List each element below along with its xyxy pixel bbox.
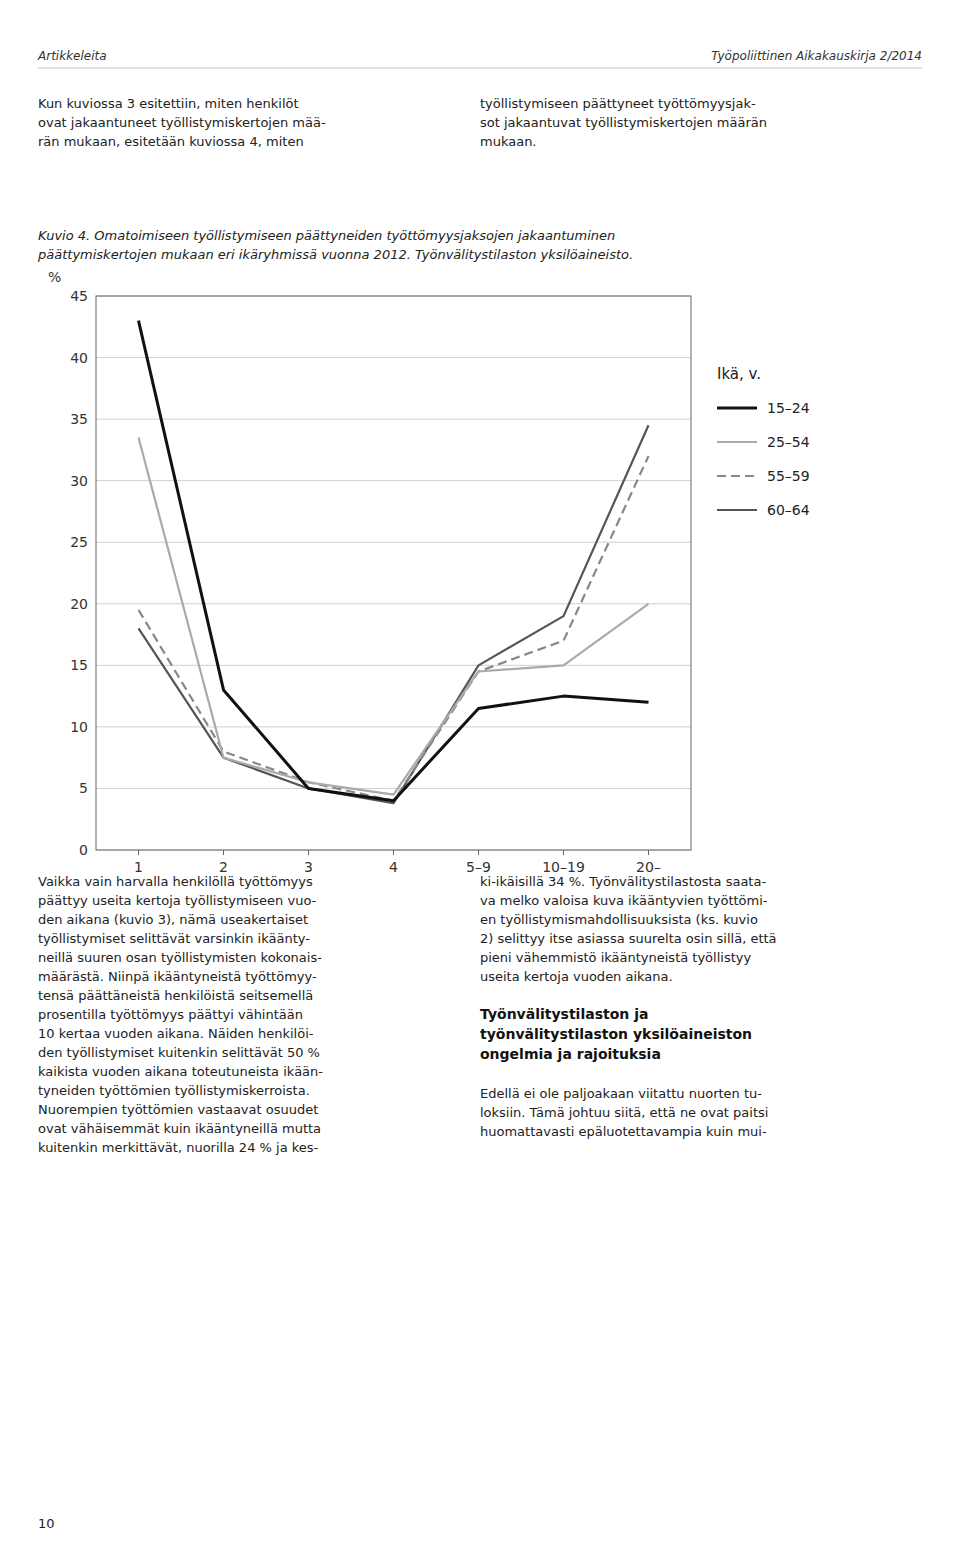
x-tick-label: 10–19 <box>542 859 585 875</box>
series-group <box>139 321 649 804</box>
chart-caption: Kuvio 4. Omatoimiseen työllistymiseen pä… <box>37 228 633 262</box>
x-tick <box>223 850 224 855</box>
y-tick-label: 45 <box>70 288 88 304</box>
grid-line <box>96 665 691 666</box>
x-tick-label: 5–9 <box>466 859 491 875</box>
grid-line <box>96 603 691 604</box>
body-text-right: työllistymiseen päättyneet työttömyysjak… <box>480 96 767 149</box>
x-tick <box>138 850 139 855</box>
chart: 0 5 10 15 20 25 30 35 40 45 1 2 3 4 5–9 10–19 20–% Ikä, v… <box>48 269 810 875</box>
x-tick <box>308 850 309 855</box>
x-tick <box>393 850 394 855</box>
y-tick-label: 20 <box>70 596 88 612</box>
x-tick-label: 1 <box>134 859 143 875</box>
y-tick-label: 30 <box>70 473 88 489</box>
y-tick-label: 15 <box>70 657 88 673</box>
grid-line <box>96 788 691 789</box>
legend-title: Ikä, v. <box>717 365 761 383</box>
legend-label: 55–59 <box>767 468 810 484</box>
y-tick-label: 0 <box>79 842 88 858</box>
series-line <box>139 456 649 801</box>
y-tick-label: 35 <box>70 411 88 427</box>
legend-label: 15–24 <box>767 400 810 416</box>
page-header-right: Työpoliittinen Aikakauskirja 2/2014 <box>711 49 922 63</box>
bottom-text-right: ki-ikäisillä 34 %. Työnvälitystilastosta… <box>480 874 777 984</box>
grid-line <box>96 542 691 543</box>
x-tick-label: 4 <box>389 859 398 875</box>
plot-frame <box>96 296 691 850</box>
grid-line <box>96 419 691 420</box>
grid-line <box>96 726 691 727</box>
legend-swatch <box>717 475 757 477</box>
y-axis-label: % <box>48 269 61 285</box>
page-header-left: Artikkeleita <box>37 49 107 63</box>
x-tick-label: 2 <box>219 859 228 875</box>
y-tick-label: 10 <box>70 719 88 735</box>
x-tick <box>563 850 564 855</box>
bottom-text-left: Vaikka vain harvalla henkilöllä työttömy… <box>38 874 323 1155</box>
legend-swatch <box>717 509 757 511</box>
x-tick <box>648 850 649 855</box>
y-tick-label: 5 <box>79 780 88 796</box>
grid-line <box>96 357 691 358</box>
legend: Ikä, v. 15–24 25–54 55–59 60–64 <box>717 365 810 518</box>
y-tick-label: 40 <box>70 350 88 366</box>
header-rule <box>38 68 922 69</box>
grid-line <box>96 480 691 481</box>
x-tick-label: 20– <box>636 859 661 875</box>
x-tick <box>478 850 479 855</box>
series-line <box>139 438 649 795</box>
x-tick-label: 3 <box>304 859 313 875</box>
series-line <box>139 321 649 801</box>
body-text-left: Kun kuviossa 3 esitettiin, miten henkilö… <box>38 96 326 149</box>
legend-label: 25–54 <box>767 434 810 450</box>
y-tick-label: 25 <box>70 534 88 550</box>
page: Artikkeleita Työpoliittinen Aikakauskirja… <box>0 0 960 1559</box>
legend-swatch <box>717 407 757 410</box>
page-number: 10 <box>38 1516 55 1531</box>
legend-swatch <box>717 441 757 443</box>
bottom-text-right: Edellä ei ole paljoakaan viitattu nuorte… <box>480 1086 768 1139</box>
section-heading: Työnvälitystilaston jatyönvälitystilasto… <box>480 1006 752 1062</box>
legend-label: 60–64 <box>767 502 810 518</box>
series-line <box>139 425 649 803</box>
